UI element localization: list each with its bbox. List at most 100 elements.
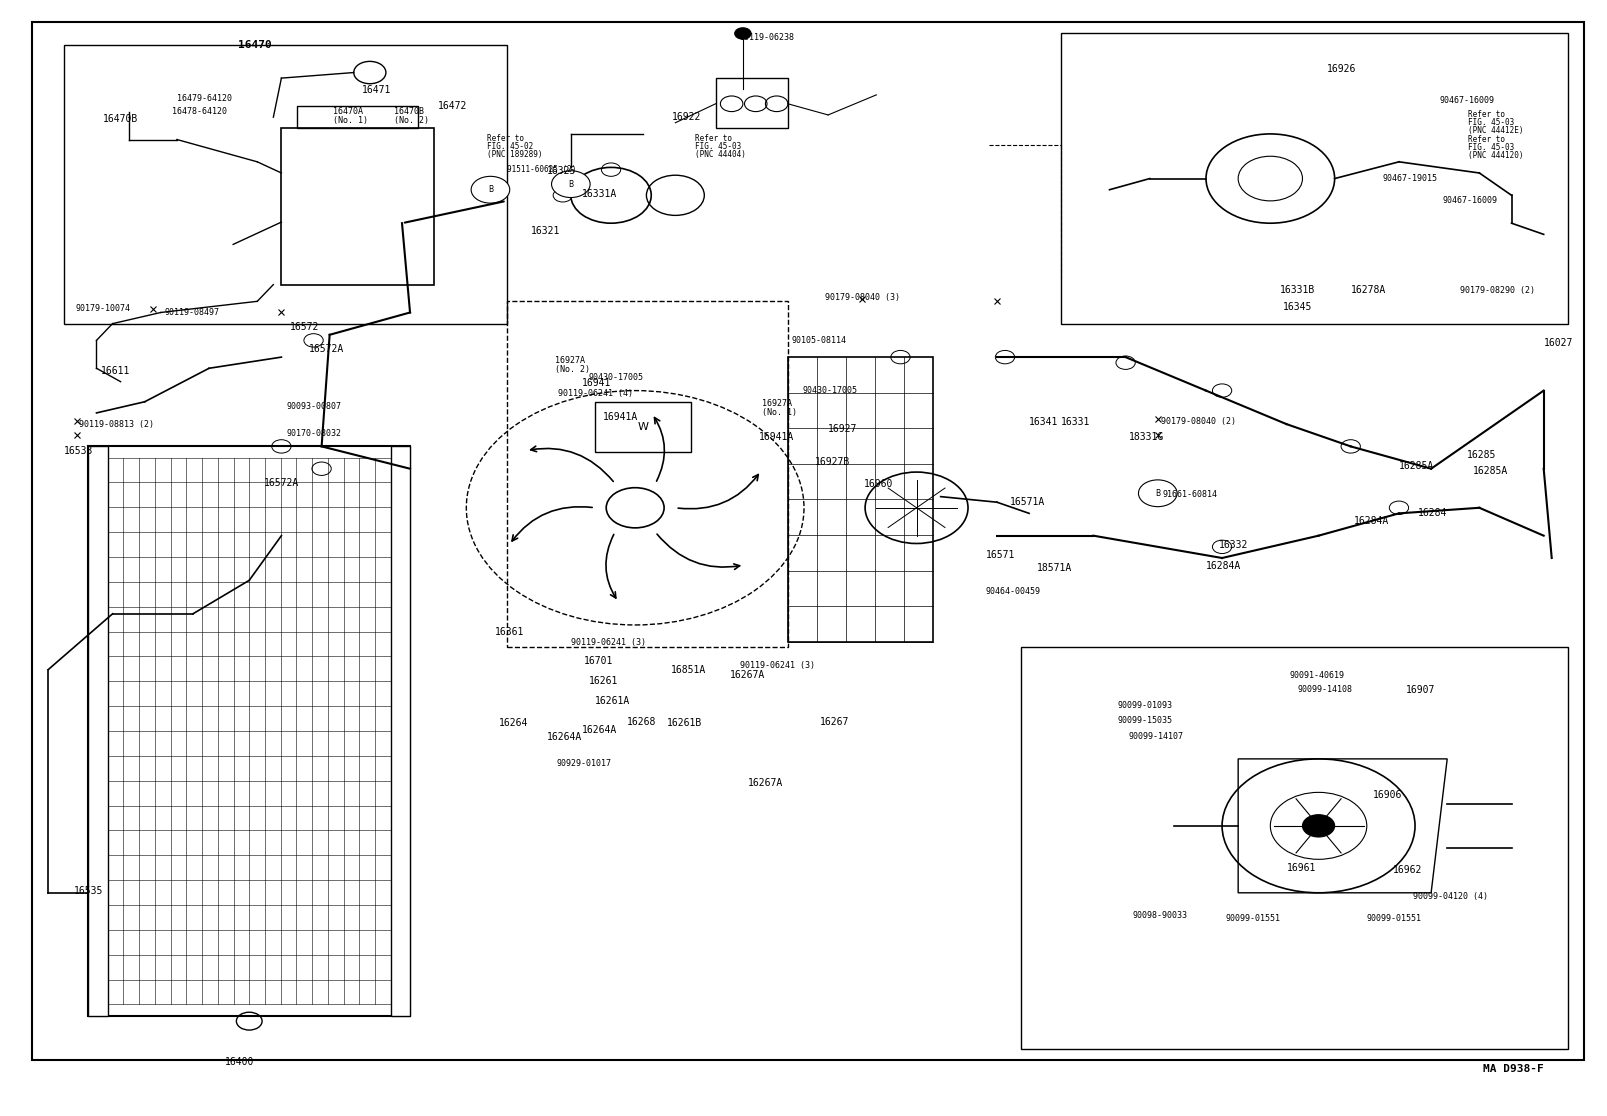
Bar [88, 446, 410, 1016]
Text: 16941: 16941 [582, 378, 611, 387]
Text: 90179-10074: 90179-10074 [76, 304, 130, 312]
Bar [391, 446, 410, 1016]
Text: FIG. 45-03: FIG. 45-03 [1467, 143, 1514, 152]
Text: 16927A: 16927A [554, 356, 585, 365]
Text: 90170-08032: 90170-08032 [286, 429, 341, 437]
Text: B: B [567, 180, 574, 189]
Text: 90467-16009: 90467-16009 [1441, 196, 1496, 205]
Text: 16284A: 16284A [1353, 517, 1388, 526]
Text: 16962: 16962 [1392, 866, 1421, 875]
Bar [64, 45, 506, 324]
Text: 16478-64120: 16478-64120 [172, 107, 227, 116]
Bar [281, 128, 434, 285]
Text: 16533: 16533 [64, 446, 93, 455]
Text: MA D938-F: MA D938-F [1482, 1065, 1543, 1074]
Text: (No. 2): (No. 2) [554, 365, 590, 374]
Text: Refer to: Refer to [487, 134, 524, 143]
Text: 90105-08114: 90105-08114 [791, 336, 845, 345]
Circle shape [606, 488, 664, 528]
Circle shape [1138, 480, 1176, 507]
Text: 16572A: 16572A [264, 479, 299, 488]
Text: 16284: 16284 [1417, 509, 1446, 518]
Text: 16267A: 16267A [747, 779, 783, 788]
Text: 90119-06238: 90119-06238 [739, 33, 794, 42]
Text: 16331: 16331 [1061, 417, 1090, 426]
Text: W: W [638, 423, 648, 432]
Text: 90099-14108: 90099-14108 [1297, 685, 1351, 694]
Text: 90099-14107: 90099-14107 [1128, 732, 1183, 741]
Text: (No. 1): (No. 1) [762, 408, 797, 417]
Text: 91511-60625 (2): 91511-60625 (2) [506, 165, 575, 174]
Text: 90179-08040 (2): 90179-08040 (2) [1160, 417, 1236, 426]
Text: 16471: 16471 [362, 86, 391, 95]
Text: 16331B: 16331B [1279, 286, 1315, 295]
Text: 16027: 16027 [1543, 338, 1572, 347]
Text: 90430-17005: 90430-17005 [802, 386, 857, 395]
Text: (PNC 44404): (PNC 44404) [694, 150, 746, 158]
Text: 18571A: 18571A [1037, 564, 1072, 573]
Text: 16284A: 16284A [1205, 561, 1241, 570]
Circle shape [551, 171, 590, 198]
Text: 90099-01093: 90099-01093 [1117, 701, 1172, 710]
Text: 16922: 16922 [672, 113, 701, 122]
Text: 16941A: 16941A [759, 433, 794, 442]
Text: 16927B: 16927B [815, 458, 850, 466]
Text: FIG. 45-02: FIG. 45-02 [487, 142, 534, 151]
Text: FIG. 45-03: FIG. 45-03 [1467, 118, 1514, 127]
Bar [715, 78, 787, 128]
Text: 18331G: 18331G [1128, 433, 1163, 442]
Text: 16961: 16961 [1286, 864, 1315, 873]
Text: 90467-19015: 90467-19015 [1382, 174, 1437, 183]
Text: 16264A: 16264A [546, 732, 582, 741]
Text: 16325: 16325 [546, 166, 575, 175]
Text: 16470A: 16470A [333, 107, 363, 116]
Text: 16285A: 16285A [1472, 466, 1507, 475]
Bar [297, 106, 418, 128]
Text: 16470B: 16470B [103, 115, 138, 124]
Text: 16345: 16345 [1282, 302, 1311, 311]
Text: 16927A: 16927A [762, 400, 792, 408]
Text: 16361: 16361 [495, 627, 524, 636]
Text: 16572A: 16572A [309, 345, 344, 354]
Text: 90179-08290 (2): 90179-08290 (2) [1459, 286, 1535, 295]
Text: 16571A: 16571A [1009, 498, 1045, 507]
Text: 16851A: 16851A [670, 665, 705, 674]
Text: Refer to: Refer to [1467, 135, 1504, 144]
Text: 90099-01551: 90099-01551 [1366, 914, 1421, 923]
Text: 16261A: 16261A [595, 696, 630, 705]
Text: 90464-00459: 90464-00459 [985, 587, 1040, 596]
Text: 16906: 16906 [1372, 790, 1401, 799]
Text: 16267: 16267 [820, 718, 848, 727]
Text: 16261B: 16261B [667, 719, 702, 728]
Text: Refer to: Refer to [694, 134, 731, 143]
Text: 16960: 16960 [863, 480, 892, 489]
Text: 16572: 16572 [289, 323, 318, 331]
Text: B: B [1154, 489, 1160, 498]
Text: 16321: 16321 [530, 227, 559, 235]
Text: 90179-08040 (3): 90179-08040 (3) [824, 294, 900, 302]
Text: (PNC 444120): (PNC 444120) [1467, 151, 1523, 160]
Text: 16400: 16400 [225, 1058, 254, 1067]
Text: (PNC 44412E): (PNC 44412E) [1467, 126, 1523, 135]
Bar [88, 446, 108, 1016]
Text: (No. 1): (No. 1) [333, 116, 368, 125]
Text: 90119-06241 (4): 90119-06241 (4) [558, 389, 633, 398]
Text: 16261: 16261 [588, 676, 617, 685]
Circle shape [734, 28, 750, 39]
Bar [1061, 33, 1567, 324]
Circle shape [471, 176, 509, 203]
Text: 16278A: 16278A [1350, 286, 1385, 295]
Text: 90099-04120 (4): 90099-04120 (4) [1413, 892, 1488, 901]
Text: (No. 2): (No. 2) [394, 116, 429, 125]
Text: 90119-06241 (3): 90119-06241 (3) [570, 638, 646, 647]
Text: Refer to: Refer to [1467, 110, 1504, 119]
Text: 16701: 16701 [583, 656, 612, 665]
Text: 16907: 16907 [1405, 685, 1433, 694]
Text: 16479-64120: 16479-64120 [177, 94, 231, 103]
Bar [595, 402, 691, 452]
Text: 90430-17005: 90430-17005 [588, 373, 643, 382]
Text: 16285A: 16285A [1398, 462, 1433, 471]
Text: 16470B: 16470B [394, 107, 424, 116]
Text: 90091-40619: 90091-40619 [1289, 671, 1343, 680]
Text: 16341: 16341 [1028, 417, 1057, 426]
